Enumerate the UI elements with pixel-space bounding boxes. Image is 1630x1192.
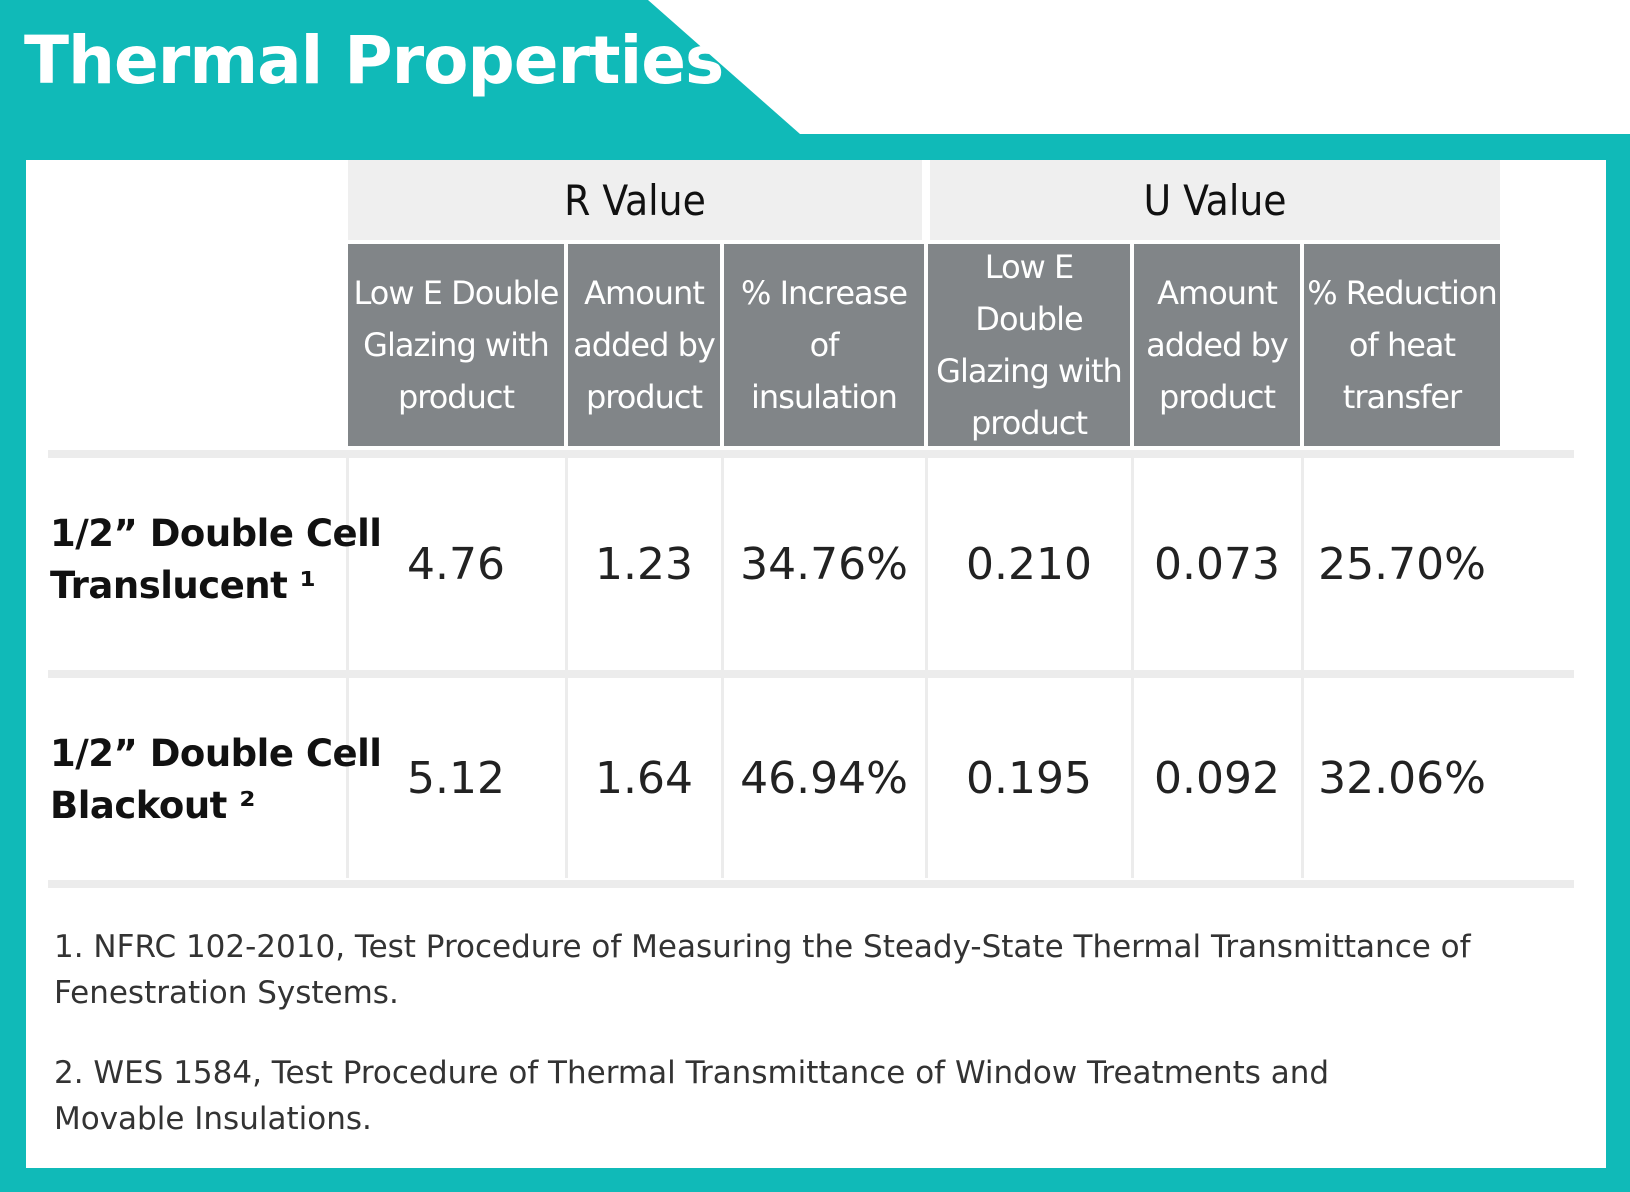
column-divider: [1131, 458, 1134, 878]
row-divider: [48, 450, 1574, 458]
title-banner: [0, 0, 800, 134]
column-header-u-glazing: Low E Double Glazing with product: [928, 244, 1130, 446]
cell-translucent-u-amount: 0.073: [1154, 538, 1280, 590]
column-header-r-increase: % Increase of insulation: [724, 244, 924, 446]
column-header-u-reduction: % Reduction of heat transfer: [1304, 244, 1500, 446]
column-divider: [925, 458, 928, 878]
cell-translucent-r-increase: 34.76%: [740, 538, 908, 590]
row-label-translucent: 1/2” Double Cell Translucent ¹: [50, 512, 382, 607]
row-divider: [48, 880, 1574, 888]
column-header-u-amount: Amount added by product: [1134, 244, 1300, 446]
page-title: Thermal Properties: [24, 22, 724, 99]
footnote-1: 1. NFRC 102-2010, Test Procedure of Meas…: [54, 929, 1471, 1011]
group-header-u-value: U Value: [930, 160, 1500, 240]
row-label-blackout: 1/2” Double Cell Blackout ²: [50, 732, 382, 827]
cell-translucent-u-glazing: 0.210: [966, 538, 1092, 590]
cell-blackout-r-amount: 1.64: [595, 752, 693, 804]
column-header-r-amount: Amount added by product: [568, 244, 720, 446]
cell-blackout-u-glazing: 0.195: [966, 752, 1092, 804]
thermal-table-panel: R Value U Value Low E Double Glazing wit…: [26, 160, 1606, 1168]
cell-blackout-r-increase: 46.94%: [740, 752, 908, 804]
cell-translucent-u-reduction: 25.70%: [1318, 538, 1486, 590]
cell-translucent-r-amount: 1.23: [595, 538, 693, 590]
cell-blackout-u-amount: 0.092: [1154, 752, 1280, 804]
column-header-r-glazing: Low E Double Glazing with product: [348, 244, 564, 446]
group-header-r-value: R Value: [348, 160, 922, 240]
column-divider: [721, 458, 724, 878]
cell-blackout-r-glazing: 5.12: [407, 752, 505, 804]
column-divider: [346, 458, 349, 878]
column-divider: [1301, 458, 1304, 878]
footnote-2: 2. WES 1584, Test Procedure of Thermal T…: [54, 1055, 1330, 1137]
row-divider: [48, 670, 1574, 678]
column-divider: [565, 458, 568, 878]
cell-blackout-u-reduction: 32.06%: [1318, 752, 1486, 804]
cell-translucent-r-glazing: 4.76: [407, 538, 505, 590]
